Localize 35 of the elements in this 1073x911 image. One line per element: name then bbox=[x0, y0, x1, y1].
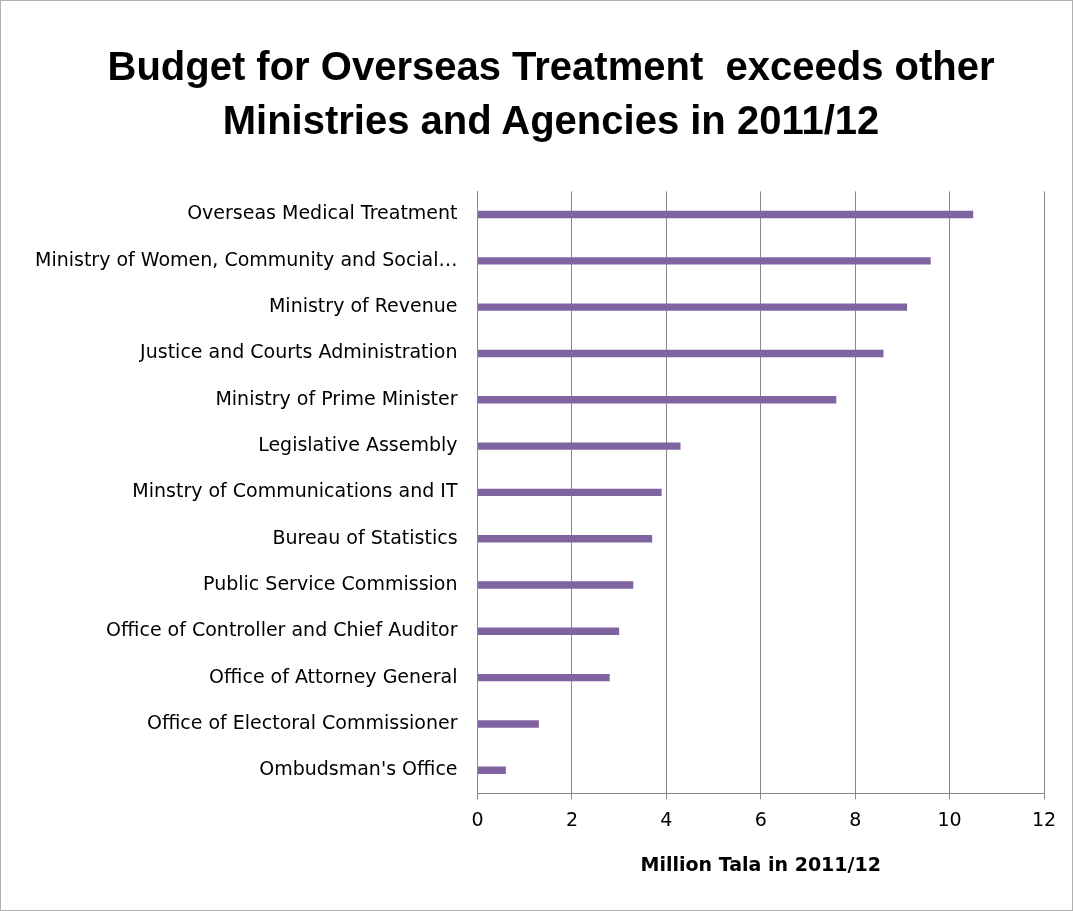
y-tick-label: Office of Electoral Commissioner bbox=[146, 710, 458, 733]
x-tick-label: 0 bbox=[471, 807, 484, 830]
y-tick-label: Minstry of Communications and IT bbox=[132, 479, 458, 502]
x-tick-label: 6 bbox=[754, 807, 767, 830]
y-tick-label: Ombudsman's Office bbox=[259, 757, 458, 780]
bar bbox=[478, 442, 681, 450]
x-tick-label: 12 bbox=[1031, 807, 1057, 830]
y-tick-label: Bureau of Statistics bbox=[272, 525, 458, 548]
bar bbox=[478, 396, 837, 404]
bar bbox=[478, 627, 620, 636]
x-tick-label: 4 bbox=[660, 807, 673, 830]
bar bbox=[478, 766, 506, 774]
y-tick-label: Ministry of Prime Minister bbox=[215, 386, 458, 409]
bar bbox=[478, 535, 653, 543]
x-tick-label: 2 bbox=[565, 807, 578, 830]
bar bbox=[478, 581, 634, 589]
x-tick-label: 8 bbox=[849, 807, 862, 830]
x-tick-label: 10 bbox=[937, 807, 962, 830]
y-tick-label: Justice and Courts Administration bbox=[139, 340, 458, 363]
y-tick-label: Ministry of Revenue bbox=[268, 294, 458, 317]
y-tick-label: Public Service Commission bbox=[203, 571, 458, 594]
y-tick-label: Legislative Assembly bbox=[258, 433, 458, 456]
bar bbox=[478, 488, 662, 497]
y-tick-label: Office of Controller and Chief Auditor bbox=[106, 618, 458, 641]
bar bbox=[478, 349, 884, 358]
bar bbox=[478, 303, 908, 311]
y-tick-label: Ministry of Women, Community and Social… bbox=[35, 247, 458, 270]
bar bbox=[478, 720, 539, 728]
bar bbox=[478, 673, 610, 682]
y-tick-label: Overseas Medical Treatment bbox=[187, 201, 458, 224]
bar bbox=[478, 210, 974, 219]
y-tick-label: Office of Attorney General bbox=[209, 664, 458, 687]
x-axis-title: Million Tala in 2011/12 bbox=[640, 852, 881, 875]
bar bbox=[478, 257, 931, 265]
chart-title: Budget for Overseas Treatment exceeds other Ministries and Agencies in 2011/12 bbox=[106, 43, 996, 144]
